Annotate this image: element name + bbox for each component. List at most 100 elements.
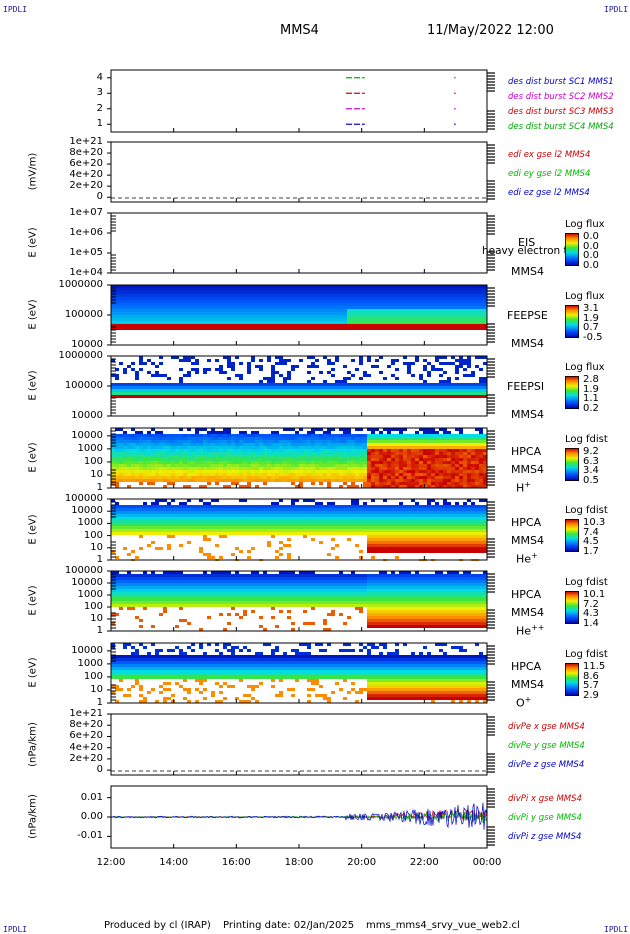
colorbar-value: 2.8 — [583, 374, 599, 385]
colorbar-value: 4.3 — [583, 608, 599, 620]
y-tick-label: 1 — [96, 625, 103, 636]
colorbar-value: 6.3 — [583, 455, 599, 467]
y-tick-label: 10 — [90, 613, 103, 624]
y-tick-label: 100000 — [64, 309, 103, 320]
y-tick-label: 0.01 — [80, 791, 103, 803]
y-tick-label: 10 — [90, 468, 103, 480]
y-tick-label: 10 — [90, 541, 103, 553]
colorbar-value: 0.5 — [583, 474, 599, 486]
colorbar-title: Log fdist — [565, 434, 608, 445]
legend-entry: des dist burst SC2 MMS2 — [508, 92, 614, 102]
heatmap-feepsi — [111, 356, 487, 398]
y-tick-label: 0 — [96, 764, 103, 776]
y-tick-label: 10000 — [71, 577, 103, 588]
y-tick-label: 1e+21 — [69, 708, 103, 719]
legend-entry: des dist burst SC1 MMS1 — [508, 77, 614, 87]
y-tick-label: 2 — [96, 102, 103, 114]
y-tick-label: 1 — [96, 697, 103, 708]
heatmap-hpca_o — [111, 643, 487, 703]
panel-feepsi — [107, 355, 495, 417]
colorbar-value: 11.5 — [583, 661, 606, 672]
legend-entry: divPi z gse MMS4 — [508, 832, 582, 842]
corner-label-bottom-right: IPDLI — [604, 925, 629, 934]
y-tick-label: 4e+20 — [69, 169, 103, 181]
spacecraft-label: MMS4 — [511, 606, 544, 619]
y-tick-label: 2e+20 — [69, 752, 103, 764]
spacecraft-label: MMS4 — [511, 463, 544, 476]
colorbar-value: 1.4 — [583, 617, 599, 629]
colorbar-value: 8.6 — [583, 670, 599, 682]
legend-entry: divPe z gse MMS4 — [508, 760, 585, 770]
species-label: He+ — [516, 551, 538, 566]
y-tick-label: 1000000 — [58, 279, 103, 290]
colorbar-title: Log fdist — [565, 577, 608, 588]
instrument-label: EIS — [518, 236, 536, 249]
colorbar-value: 2.9 — [583, 689, 599, 701]
panel-divpi — [107, 785, 495, 849]
colorbar — [565, 591, 579, 624]
heatmap-hpca_hepp — [111, 571, 487, 631]
panel-edi — [107, 141, 495, 203]
y-tick-label: 6e+20 — [69, 730, 103, 742]
y-tick-label: 100000 — [64, 380, 103, 391]
heatmap-hpca_he — [111, 499, 487, 561]
y-axis-label: E (eV) — [27, 442, 39, 473]
colorbar-value: 3.1 — [583, 303, 599, 314]
species-charge: + — [531, 551, 538, 560]
colorbar-value: 1.7 — [583, 545, 599, 557]
panel-eis — [107, 212, 495, 274]
colorbar-value: 7.4 — [583, 526, 599, 538]
colorbar-value: 1.1 — [583, 393, 599, 405]
y-tick-label: 1e+06 — [69, 227, 103, 238]
legend-entry: edi ey gse l2 MMS4 — [508, 169, 591, 179]
legend-entry: des dist burst SC3 MMS3 — [508, 107, 614, 117]
y-tick-label: 1 — [96, 118, 103, 130]
y-tick-label: 1000 — [77, 589, 103, 600]
instrument-label: FEEPSE — [507, 309, 548, 322]
y-tick-label: 10000 — [71, 339, 103, 350]
x-tick-label: 14:00 — [159, 857, 189, 868]
x-tick-label: 20:00 — [347, 857, 377, 868]
panel-frame — [110, 713, 488, 776]
y-tick-label: 100000 — [64, 493, 103, 504]
page-title: MMS4 — [280, 23, 319, 38]
colorbar — [565, 519, 579, 552]
footer-filename: mms_mms4_srvy_vue_web2.cl — [366, 920, 520, 931]
y-tick-label: 10000 — [71, 644, 103, 656]
x-tick-label: 00:00 — [472, 857, 502, 868]
legend-entry: divPe x gse MMS4 — [508, 722, 585, 732]
colorbar-value: 0.7 — [583, 322, 599, 334]
colorbar-title: Log fdist — [565, 505, 608, 516]
spacecraft-label: MMS4 — [511, 265, 544, 278]
y-axis-label: (mV/m) — [27, 152, 39, 191]
colorbar-value: 0.0 — [583, 250, 599, 262]
legend-entry: des dist burst SC4 MMS4 — [508, 122, 614, 132]
colorbar — [565, 448, 579, 481]
y-axis-label: E (eV) — [27, 227, 39, 258]
y-tick-label: 1 — [96, 482, 103, 493]
species-charge: ++ — [531, 623, 545, 632]
y-axis-label: E (eV) — [27, 585, 39, 616]
y-tick-label: 10000 — [71, 410, 103, 421]
y-tick-label: 10 — [90, 683, 103, 695]
y-tick-label: 2e+20 — [69, 180, 103, 192]
colorbar — [565, 305, 579, 338]
species-charge: + — [524, 695, 532, 704]
y-tick-label: 100 — [83, 529, 103, 541]
species-charge: + — [524, 480, 531, 489]
colorbar — [565, 376, 579, 409]
y-tick-label: 4 — [96, 71, 103, 83]
spacecraft-label: MMS4 — [511, 337, 544, 350]
y-tick-label: 1 — [96, 554, 103, 565]
panel-hpca_hepp — [107, 570, 495, 632]
instrument-label: HPCA — [511, 445, 542, 458]
species-label: H+ — [516, 480, 531, 495]
corner-label-top-left: IPDLI — [3, 5, 28, 14]
page-datetime: 11/May/2022 12:00 — [427, 23, 554, 38]
colorbar-value: 7.2 — [583, 598, 599, 610]
corner-label-top-right: IPDLI — [604, 5, 629, 14]
y-tick-label: 10000 — [71, 505, 103, 517]
y-tick-label: 1e+07 — [69, 207, 103, 218]
y-tick-label: 100000 — [64, 565, 103, 576]
y-tick-label: 0 — [96, 191, 103, 203]
